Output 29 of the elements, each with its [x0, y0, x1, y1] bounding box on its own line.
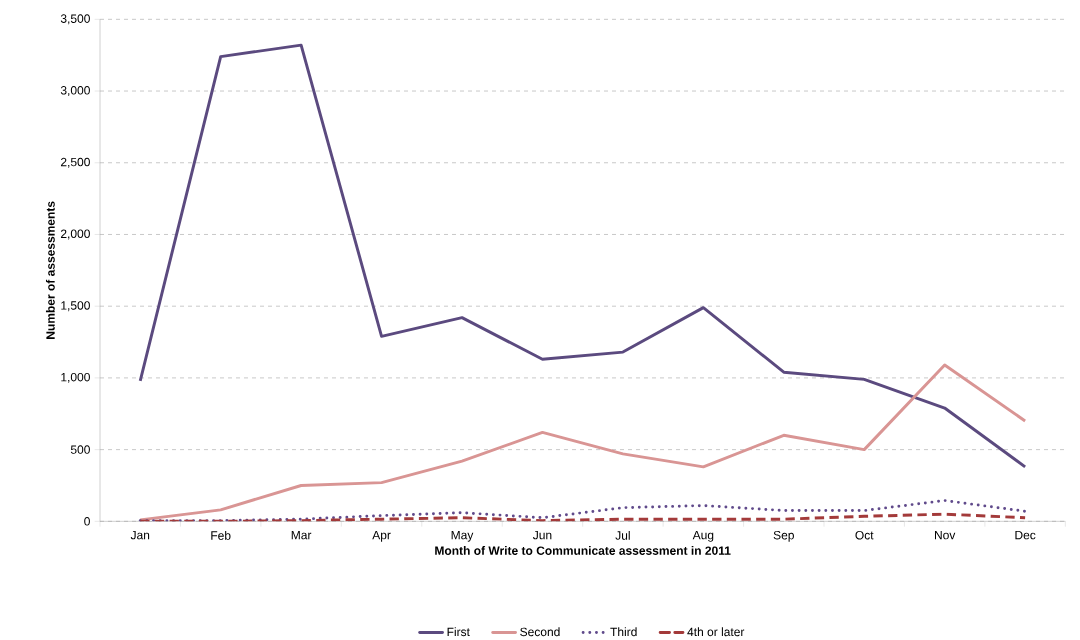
- legend-label: Third: [610, 627, 637, 637]
- legend-label: 4th or later: [687, 627, 745, 637]
- x-tick-label: Mar: [291, 530, 312, 540]
- y-tick-label: 1,500: [61, 301, 90, 312]
- x-tick-label: Apr: [372, 530, 391, 542]
- y-tick-label: 3,500: [60, 14, 90, 25]
- line-series: [138, 363, 1027, 522]
- line-series: [138, 43, 1027, 469]
- legend-label: First: [447, 627, 470, 637]
- x-tick-label: Nov: [934, 530, 956, 540]
- x-axis-title: Month of Write to Communicate assessment in 2011: [435, 546, 731, 555]
- x-tick-label: Aug: [692, 530, 714, 542]
- y-axis-title: Number of assessments: [45, 201, 55, 339]
- y-tick-label: 2,500: [60, 157, 90, 168]
- x-tick-label: Oct: [855, 530, 874, 540]
- x-tick-label: Jan: [130, 530, 150, 540]
- legend-label: Second: [520, 627, 560, 637]
- line-series: [138, 499, 1027, 522]
- x-tick-label: Jun: [532, 530, 552, 540]
- y-tick-label: 2,000: [60, 229, 90, 240]
- y-tick-label: 0: [84, 517, 90, 526]
- x-tick-label: May: [451, 530, 474, 542]
- x-tick-label: Feb: [211, 530, 231, 540]
- x-tick-label: Jul: [615, 530, 630, 540]
- x-tick-label: Sep: [773, 530, 794, 542]
- y-tick-label: 1,000: [61, 372, 90, 383]
- x-tick-label: Dec: [1015, 530, 1036, 540]
- y-tick-label: 3,000: [60, 86, 90, 96]
- y-tick-label: 500: [70, 445, 90, 454]
